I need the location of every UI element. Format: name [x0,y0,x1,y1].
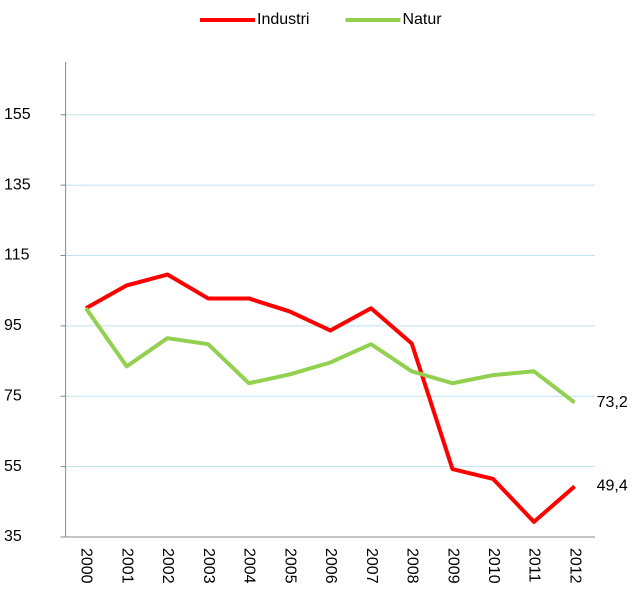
series-line [84,272,576,524]
x-tick-label: 2004 [241,548,258,584]
y-tick-label: 155 [4,106,31,123]
x-tick-label: 2006 [322,548,339,584]
x-tick-label: 2005 [281,548,298,584]
y-tick-label: 115 [4,247,30,264]
x-tick-label: 2001 [118,548,135,584]
data-label: 73,2 [597,394,628,411]
x-tick-label: 2000 [78,548,95,584]
x-tick-label: 2011 [526,548,543,583]
y-tick-label: 75 [4,387,22,404]
legend-label: Industri [257,11,309,28]
x-tick-label: 2002 [159,548,176,584]
y-tick-label: 55 [4,458,22,475]
y-tick-label: 95 [4,317,22,334]
series-line [84,307,576,405]
y-tick-label: 35 [4,528,22,545]
x-tick-label: 2012 [566,548,583,584]
x-tick-label: 2007 [363,548,380,584]
x-tick-label: 2010 [485,548,502,584]
legend-label: Natur [402,11,442,28]
y-tick-label: 135 [4,176,31,193]
x-tick-label: 2003 [200,548,217,584]
data-label: 49,4 [597,478,628,495]
x-tick-label: 2009 [444,548,461,584]
x-tick-label: 2008 [404,548,421,584]
